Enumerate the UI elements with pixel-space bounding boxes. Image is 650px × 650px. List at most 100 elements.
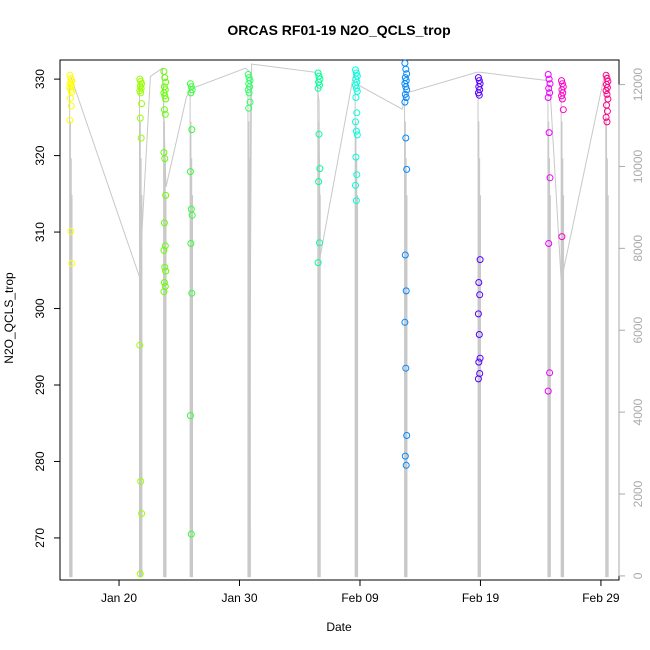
data-point <box>545 84 553 92</box>
data-point <box>401 90 409 98</box>
data-point <box>544 94 552 101</box>
data-point <box>602 87 610 95</box>
data-point <box>66 116 74 124</box>
data-point <box>603 101 610 109</box>
data-point <box>476 291 484 299</box>
data-point <box>316 239 323 247</box>
data-point <box>558 95 566 103</box>
data-point <box>160 68 168 75</box>
data-point <box>353 171 361 179</box>
y2-tick-label: 6000 <box>631 317 645 344</box>
y-axis-label: N2O_QCLS_trop <box>2 272 16 364</box>
chart-title: ORCAS RF01-19 N2O_QCLS_trop <box>227 22 450 38</box>
y2-tick-label: 10000 <box>631 149 645 183</box>
data-point <box>544 71 552 78</box>
data-point <box>160 279 168 286</box>
data-point <box>401 452 409 460</box>
data-point <box>546 89 554 97</box>
data-point <box>544 387 552 395</box>
data-point <box>187 240 195 247</box>
data-point <box>162 191 170 199</box>
data-point <box>352 127 360 135</box>
data-point <box>188 86 196 94</box>
data-point <box>558 77 565 85</box>
data-point <box>160 219 168 227</box>
data-point <box>545 75 553 83</box>
x-axis-label: Date <box>326 620 352 634</box>
data-point <box>316 165 324 173</box>
data-point <box>162 267 170 275</box>
data-point <box>401 59 409 67</box>
data-point <box>558 233 566 241</box>
data-point <box>402 364 410 372</box>
data-point <box>352 197 360 205</box>
y2-tick-label: 0 <box>631 572 645 579</box>
data-point <box>474 74 482 82</box>
y2-tick-label: 12000 <box>631 68 645 102</box>
data-point <box>160 288 168 296</box>
data-point <box>558 92 565 100</box>
data-point <box>244 86 252 94</box>
data-point <box>401 80 409 88</box>
data-point <box>353 131 361 139</box>
data-point <box>68 259 76 267</box>
data-point <box>352 181 359 189</box>
data-point <box>474 375 482 383</box>
data-point <box>314 84 322 92</box>
y-tick-label: 270 <box>33 528 47 548</box>
x-tick-label: Feb 29 <box>582 591 620 605</box>
data-point <box>136 114 144 122</box>
data-point <box>475 331 483 338</box>
y2-tick-label: 8000 <box>631 235 645 262</box>
data-point <box>403 432 411 439</box>
data-point <box>402 83 410 91</box>
x-tick-label: Jan 30 <box>221 591 257 605</box>
data-point <box>161 242 169 250</box>
data-point <box>137 477 145 485</box>
data-point <box>187 530 195 538</box>
data-point <box>160 106 168 114</box>
data-point <box>402 94 410 101</box>
data-point <box>352 118 359 126</box>
data-point <box>160 89 168 97</box>
y-tick-label: 280 <box>33 451 47 471</box>
data-point <box>137 89 145 97</box>
data-point <box>546 174 554 182</box>
data-point <box>67 227 75 235</box>
data-point <box>474 310 482 318</box>
data-point <box>188 126 196 134</box>
data-point <box>476 256 484 264</box>
y-tick-label: 290 <box>33 375 47 395</box>
data-point <box>401 251 409 259</box>
data-point <box>546 80 554 88</box>
data-point <box>161 155 169 163</box>
data-point <box>186 412 194 420</box>
data-point <box>186 80 194 88</box>
data-point <box>401 318 409 326</box>
data-point <box>401 98 409 106</box>
data-point <box>353 109 361 117</box>
data-point <box>475 358 483 366</box>
data-point <box>352 66 359 74</box>
data-point <box>66 94 74 102</box>
altitude-track-line <box>70 63 609 527</box>
data-point <box>138 510 146 517</box>
data-point <box>545 240 553 247</box>
data-point <box>546 369 554 377</box>
data-point <box>245 89 253 97</box>
data-point <box>602 71 610 79</box>
data-point <box>315 130 323 138</box>
data-point <box>603 118 611 126</box>
data-point <box>314 69 322 77</box>
data-point <box>314 259 322 267</box>
data-point <box>403 165 411 173</box>
data-point <box>559 106 567 114</box>
data-point <box>188 211 196 219</box>
y-tick-label: 310 <box>33 222 47 242</box>
data-point <box>402 287 410 295</box>
data-point <box>315 178 323 186</box>
data-point <box>352 84 360 92</box>
y2-tick-label: 4000 <box>631 398 645 425</box>
data-point <box>161 74 169 82</box>
data-point <box>403 86 411 94</box>
